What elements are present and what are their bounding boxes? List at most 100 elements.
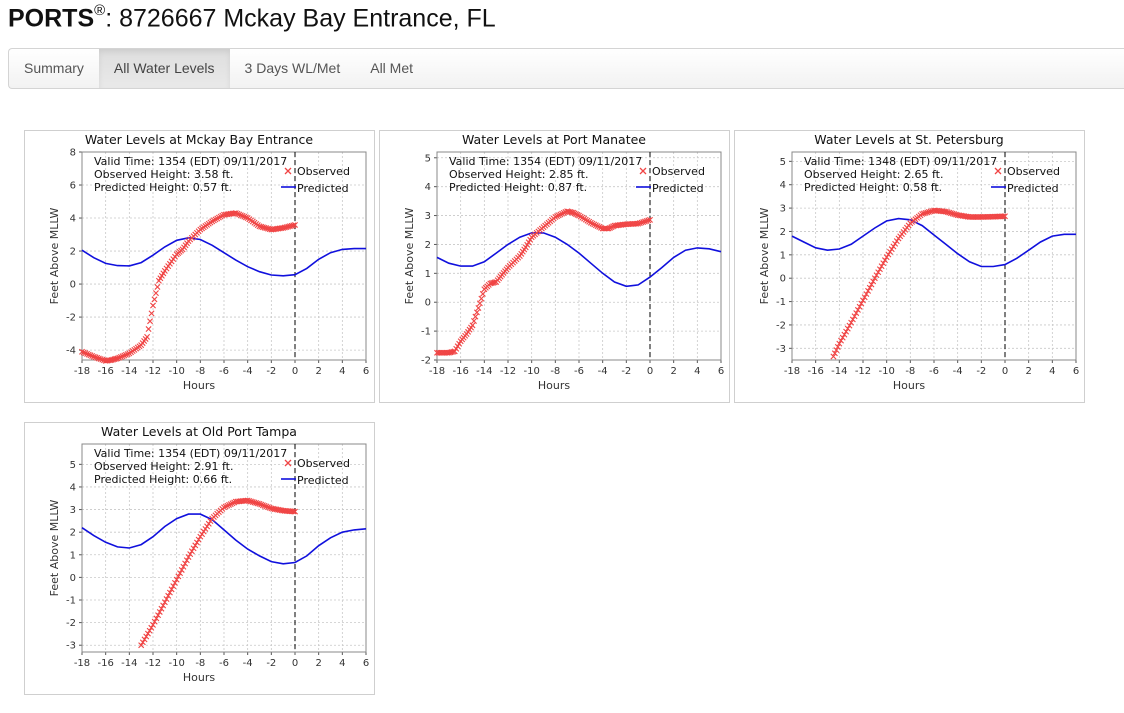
observed-point	[256, 223, 263, 230]
y-tick-label: 5	[425, 153, 431, 164]
observed-point	[858, 300, 865, 307]
observed-point	[221, 504, 227, 511]
observed-series	[830, 207, 1008, 360]
y-tick-label: 4	[70, 214, 76, 225]
chart-panel-old-port-tampa: Water Levels at Old Port Tampa -18 -16 -14-…	[24, 422, 375, 695]
observed-point	[887, 248, 894, 255]
observed-point	[146, 627, 153, 634]
observed-point	[473, 309, 480, 316]
observed-point	[144, 333, 151, 340]
observed-point	[85, 351, 92, 358]
observed-series	[79, 210, 298, 364]
observed-point	[865, 287, 872, 294]
x-tick-label: -18	[74, 366, 90, 377]
observed-point	[290, 222, 297, 229]
observed-point	[249, 498, 256, 505]
x-axis-title: Hours	[893, 379, 925, 392]
observed-point	[113, 355, 120, 362]
y-tick-label: -3	[776, 344, 786, 355]
observed-point	[158, 605, 165, 612]
y-tick-label: 1	[70, 550, 76, 561]
observed-point	[147, 318, 154, 325]
plot-frame	[436, 151, 722, 361]
observed-point	[188, 548, 195, 555]
registered-mark: ®	[94, 2, 106, 19]
observed-point	[173, 576, 180, 583]
x-tick-label: 0	[292, 658, 298, 669]
observed-point	[263, 225, 270, 232]
predicted-height-text: Predicted Height: 0.87 ft.	[449, 181, 587, 194]
observed-point	[258, 501, 265, 508]
observed-point	[951, 211, 958, 218]
observed-height-text: Observed Height: 2.85 ft.	[449, 168, 588, 181]
observed-point	[560, 209, 567, 216]
x-tick-label: -18	[784, 366, 800, 377]
observed-point	[166, 589, 173, 596]
observed-point	[82, 350, 89, 357]
chart-old-port-tampa: Water Levels at Old Port Tampa-18 -16 -14-…	[48, 424, 369, 684]
observed-point	[193, 539, 200, 546]
observed-point	[836, 340, 843, 347]
observed-point	[195, 536, 202, 543]
observed-point	[148, 624, 155, 631]
y-axis-title: Feet Above MLLW	[48, 208, 61, 305]
x-tick-label: -10	[523, 366, 539, 377]
x-axis-title: Hours	[183, 379, 215, 392]
predicted-series-line	[791, 217, 1076, 268]
predicted-series-line	[81, 236, 366, 277]
y-axis-title: Feet Above MLLW	[758, 208, 771, 305]
tab-all-met[interactable]: All Met	[370, 60, 414, 76]
tab-summary[interactable]: Summary	[24, 60, 84, 76]
observed-point	[244, 497, 251, 504]
chart-title: Water Levels at Old Port Tampa	[101, 424, 297, 439]
y-tick-label: 3	[70, 505, 76, 516]
observed-point	[150, 302, 156, 309]
legend-observed-marker	[284, 167, 292, 175]
observed-point	[236, 211, 243, 218]
observed-point	[122, 351, 129, 358]
observed-point	[589, 220, 596, 227]
observed-point	[200, 528, 207, 535]
observed-point	[139, 639, 146, 646]
x-tick-label: -8	[195, 658, 205, 669]
observed-point	[256, 500, 263, 507]
y-tick-label: -3	[66, 641, 76, 652]
observed-point	[856, 303, 863, 310]
observed-point	[222, 503, 229, 510]
observed-point	[849, 316, 856, 323]
predicted-series-line	[436, 232, 722, 288]
observed-point	[871, 275, 878, 282]
observed-point	[182, 560, 189, 567]
x-tick-label: -14	[831, 366, 847, 377]
observed-point	[472, 313, 479, 320]
legend-observed-label: Observed	[1007, 165, 1060, 178]
station-name: : 8726667 Mckay Bay Entrance, FL	[105, 4, 496, 33]
y-tick-label: -1	[421, 327, 431, 338]
tab-3-days-wl-met[interactable]: 3 Days WL/Met	[244, 60, 341, 76]
observed-point	[94, 354, 101, 361]
x-tick-label: 0	[292, 366, 298, 377]
predicted-height-text: Predicted Height: 0.66 ft.	[94, 473, 232, 486]
page-title: PORTS®: 8726667 Mckay Bay Entrance, FL	[8, 2, 496, 33]
observed-point	[151, 618, 158, 625]
observed-point	[476, 300, 483, 307]
observed-point	[878, 263, 885, 270]
plot-frame	[81, 151, 367, 361]
y-tick-label: 3	[425, 211, 431, 222]
y-tick-label: 4	[425, 182, 431, 193]
observed-point	[97, 356, 104, 363]
observed-point	[946, 209, 953, 216]
observed-point	[892, 240, 899, 247]
x-tick-label: -12	[145, 658, 161, 669]
tab-all-water-levels[interactable]: All Water Levels	[98, 49, 230, 88]
grid-lines	[81, 444, 367, 652]
observed-point	[831, 350, 838, 357]
tab-bar: Summary All Water Levels 3 Days WL/Met A…	[8, 48, 1124, 89]
x-tick-label: 6	[718, 366, 724, 377]
observed-point	[944, 209, 951, 216]
x-tick-label: 6	[363, 658, 369, 669]
observed-point	[866, 284, 873, 291]
observed-point	[860, 297, 866, 304]
x-tick-label: -6	[574, 366, 584, 377]
observed-point	[594, 223, 601, 230]
